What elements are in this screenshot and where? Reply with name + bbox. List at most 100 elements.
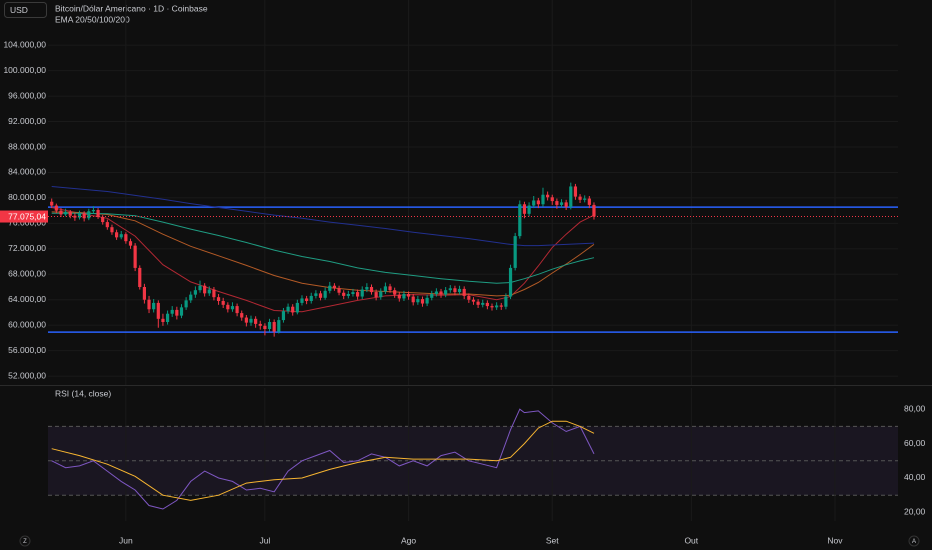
candle-body	[388, 286, 392, 291]
auto-label[interactable]: A	[912, 539, 916, 545]
candle-body	[476, 301, 480, 305]
candle-body	[416, 299, 420, 303]
y-tick-label: 104.000,00	[3, 39, 46, 49]
candle-body	[587, 198, 591, 205]
indicator-line	[51, 186, 595, 247]
y-tick-label: 52.000,00	[8, 370, 46, 380]
candle-body	[365, 287, 369, 290]
y-tick-label: 56.000,00	[8, 345, 46, 355]
last-price-label: 77.075,04	[8, 211, 46, 221]
candle-body	[203, 285, 207, 294]
y-tick-label: 40,00	[904, 472, 926, 482]
candle-body	[156, 302, 160, 319]
candle-body	[532, 200, 536, 206]
candle-body	[240, 313, 244, 318]
candle-body	[249, 318, 253, 323]
candle-body	[175, 309, 179, 316]
y-tick-label: 64.000,00	[8, 294, 46, 304]
candle-body	[374, 292, 378, 298]
candle-body	[138, 267, 142, 287]
y-tick-label: 100.000,00	[3, 65, 46, 75]
candle-body	[152, 302, 156, 310]
y-tick-label: 76.000,00	[8, 218, 46, 228]
candle-body	[337, 288, 341, 293]
candle-body	[518, 204, 522, 237]
candle-body	[161, 318, 165, 322]
x-tick-label: Ago	[401, 535, 416, 545]
candle-body	[439, 291, 443, 295]
candle-body	[355, 292, 360, 297]
y-tick-label: 88.000,00	[8, 141, 46, 151]
candle-body	[573, 186, 578, 197]
candle-body	[165, 313, 170, 322]
y-tick-label: 60.000,00	[8, 319, 46, 329]
candle-body	[342, 292, 346, 296]
candle-body	[481, 302, 485, 305]
candle-body	[406, 294, 411, 297]
candle-body	[448, 288, 452, 291]
candle-body	[64, 211, 68, 215]
candle-body	[471, 299, 476, 302]
candle-body	[457, 288, 462, 293]
candle-body	[550, 197, 554, 202]
candle-body	[96, 210, 100, 217]
candle-body	[277, 320, 281, 332]
candle-body	[226, 304, 230, 310]
candle-body	[564, 202, 568, 207]
candle-body	[101, 217, 105, 223]
candle-body	[360, 289, 364, 297]
candle-body	[434, 291, 438, 294]
candle-body	[467, 295, 471, 300]
currency-label[interactable]: USD	[10, 5, 28, 15]
y-tick-label: 92.000,00	[8, 116, 46, 126]
candle-body	[351, 292, 355, 294]
zoom-button[interactable]	[19, 535, 31, 547]
candle-body	[114, 232, 119, 238]
candle-body	[212, 289, 216, 298]
last-price-box	[0, 210, 48, 223]
x-tick-label: Jul	[259, 535, 270, 545]
x-tick-label: Out	[684, 535, 698, 545]
y-tick-label: 60,00	[904, 438, 926, 448]
y-tick-label: 20,00	[904, 507, 926, 517]
candle-body	[411, 296, 415, 303]
candle-body	[105, 222, 109, 228]
candle-body	[369, 287, 374, 293]
candle-body	[323, 290, 327, 298]
candle-body	[207, 289, 211, 294]
candle-body	[546, 194, 550, 198]
y-tick-label: 68.000,00	[8, 269, 46, 279]
y-tick-label: 80,00	[904, 403, 926, 413]
candle-body	[263, 325, 267, 329]
candle-body	[244, 317, 248, 323]
candle-body	[397, 294, 401, 299]
candle-body	[393, 290, 397, 295]
candle-body	[179, 307, 184, 316]
candle-body	[559, 202, 564, 205]
x-tick-label: Set	[546, 535, 559, 545]
candle-body	[402, 294, 406, 299]
candle-body	[295, 302, 299, 313]
rsi-title: RSI (14, close)	[55, 388, 111, 398]
candle-body	[425, 297, 429, 304]
candle-body	[216, 297, 221, 301]
candle-body	[147, 299, 151, 310]
currency-button[interactable]	[4, 2, 47, 18]
candle-body	[318, 293, 323, 298]
candle-body	[536, 200, 540, 205]
candle-body	[541, 194, 545, 205]
candle-body	[54, 205, 58, 211]
candle-body	[221, 301, 225, 305]
candle-body	[508, 267, 513, 297]
candle-body	[300, 298, 304, 303]
candle-body	[305, 298, 309, 301]
candle-body	[286, 306, 290, 312]
candle-body	[328, 285, 332, 291]
candle-body	[485, 302, 489, 307]
candle-body	[91, 210, 96, 212]
auto-button[interactable]	[908, 535, 920, 547]
candle-body	[309, 295, 313, 301]
zoom-label[interactable]: Z	[23, 539, 27, 545]
